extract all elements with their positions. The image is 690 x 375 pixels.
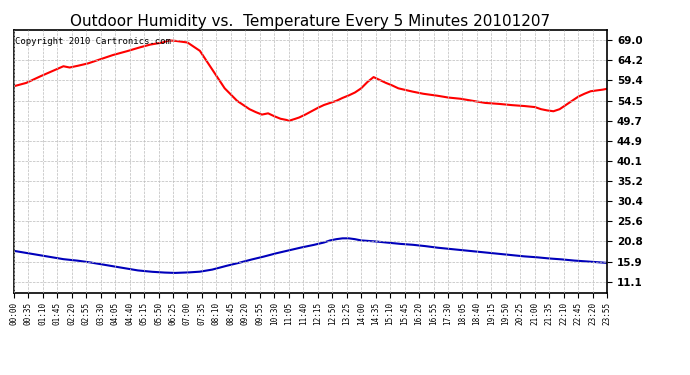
Text: Copyright 2010 Cartronics.com: Copyright 2010 Cartronics.com — [15, 37, 171, 46]
Title: Outdoor Humidity vs.  Temperature Every 5 Minutes 20101207: Outdoor Humidity vs. Temperature Every 5… — [70, 14, 551, 29]
